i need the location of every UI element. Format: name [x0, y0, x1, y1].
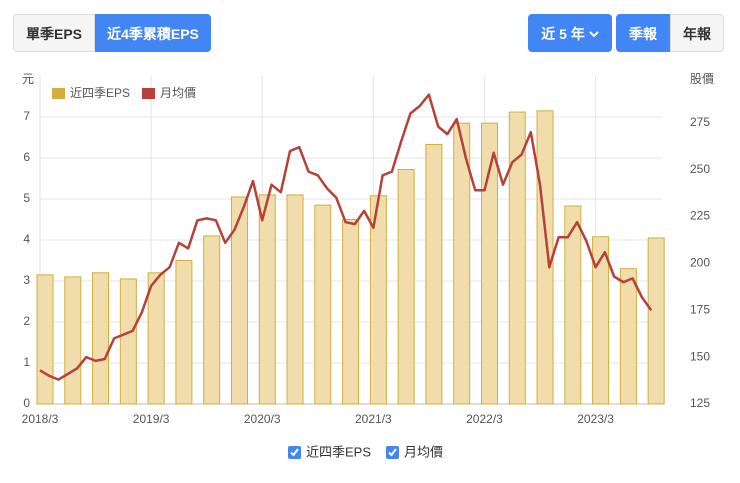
y2-tick-label: 225	[690, 209, 710, 223]
y-tick-label: 7	[23, 109, 30, 123]
bar	[480, 122, 498, 405]
legend-swatch	[52, 88, 65, 99]
bar	[314, 204, 332, 405]
y2-tick-label: 200	[690, 256, 710, 270]
checkmark	[290, 448, 299, 457]
bar	[36, 274, 54, 405]
bar	[342, 219, 360, 405]
y-tick-label: 4	[23, 232, 30, 246]
bar	[64, 276, 82, 405]
legend-toggle[interactable]: 近四季EPS	[288, 444, 371, 459]
report-tab[interactable]: 年報	[670, 14, 724, 52]
bar	[286, 194, 304, 405]
y-tick-label: 2	[23, 314, 30, 328]
y-tick-label: 3	[23, 273, 30, 287]
checkmark	[388, 448, 397, 457]
x-tick-label: 2023/3	[577, 412, 614, 426]
y2-tick-label: 125	[690, 396, 710, 410]
bar	[92, 272, 110, 405]
y2-tick-label: 175	[690, 302, 710, 316]
x-tick-label: 2020/3	[244, 412, 281, 426]
legend-toggle-label: 近四季EPS	[306, 444, 371, 459]
y-tick-label: 6	[23, 150, 30, 164]
price-line	[39, 93, 653, 381]
bar	[369, 195, 387, 405]
y2-tick-label: 250	[690, 162, 710, 176]
y-axis-label: 元	[22, 72, 34, 86]
bar	[592, 236, 610, 405]
bar	[258, 194, 276, 405]
legend-label: 月均價	[160, 86, 196, 100]
x-tick-label: 2018/3	[22, 412, 59, 426]
x-tick-label: 2021/3	[355, 412, 392, 426]
dropdown-arrow	[589, 31, 599, 38]
bar	[175, 260, 193, 405]
y-tick-label: 1	[23, 355, 30, 369]
bar	[564, 205, 582, 405]
legend-label: 近四季EPS	[70, 86, 130, 100]
range-dropdown[interactable]: 近 5 年	[528, 14, 612, 52]
y-tick-label: 5	[23, 191, 30, 205]
legend-swatch	[142, 88, 155, 99]
tab[interactable]: 單季EPS	[13, 14, 95, 52]
tab[interactable]: 近4季累積EPS	[95, 14, 211, 52]
bar	[647, 237, 665, 405]
range-label: 近 5 年	[541, 26, 585, 42]
bar	[508, 111, 526, 405]
bar	[230, 196, 248, 405]
bar	[119, 278, 137, 405]
report-tab[interactable]: 季報	[616, 14, 670, 52]
y-tick-label: 0	[23, 396, 30, 410]
y2-tick-label: 275	[690, 115, 710, 129]
bar	[397, 168, 415, 405]
legend-toggle[interactable]: 月均價	[386, 444, 443, 459]
bar	[453, 122, 471, 405]
bar	[619, 268, 637, 405]
y2-axis-label: 股價	[690, 72, 714, 86]
y2-tick-label: 150	[690, 349, 710, 363]
bar	[203, 235, 221, 405]
bar	[536, 110, 554, 405]
legend-toggle-label: 月均價	[404, 444, 443, 459]
x-tick-label: 2019/3	[133, 412, 170, 426]
x-tick-label: 2022/3	[466, 412, 503, 426]
bar	[147, 272, 165, 405]
bar	[425, 143, 443, 405]
